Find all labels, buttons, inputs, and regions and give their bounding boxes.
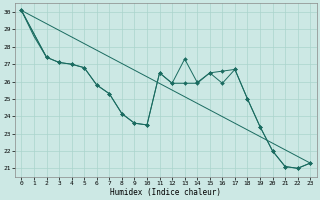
X-axis label: Humidex (Indice chaleur): Humidex (Indice chaleur) xyxy=(110,188,221,197)
